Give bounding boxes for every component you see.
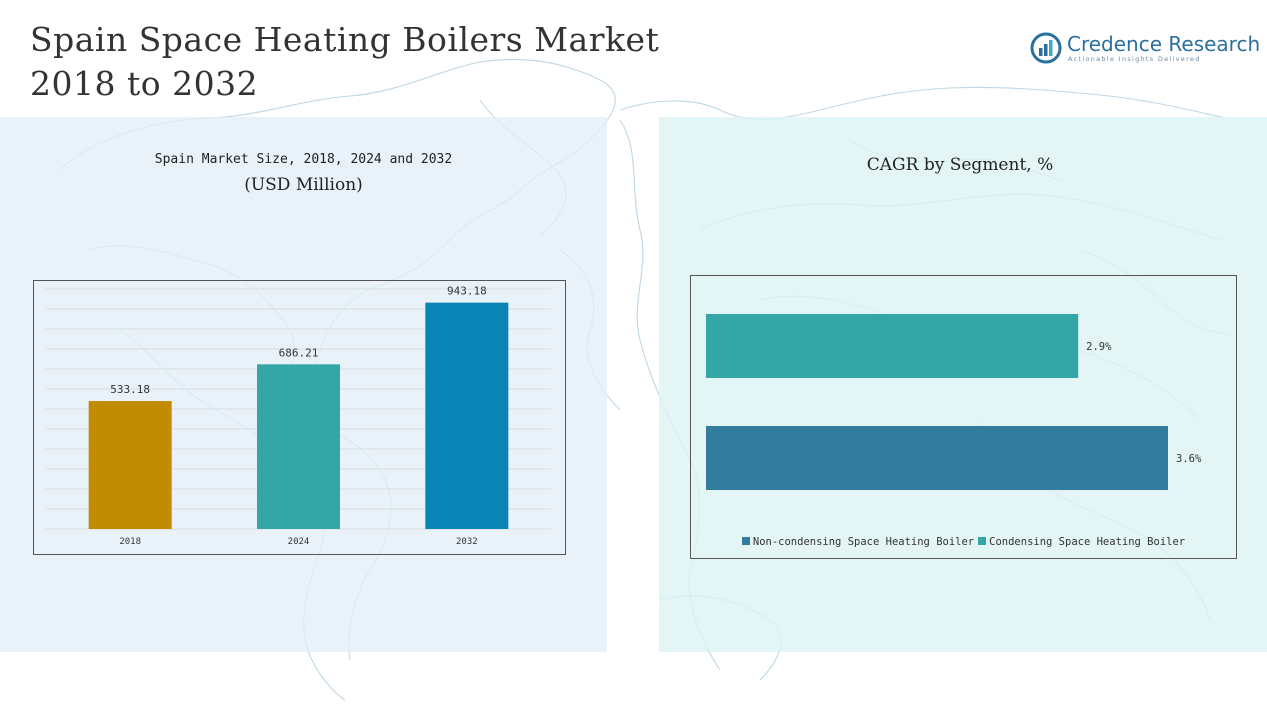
legend-swatch xyxy=(978,537,987,545)
legend-swatch xyxy=(741,537,750,545)
bar-2024 xyxy=(257,364,340,529)
legend-label: Non-condensing Space Heating Boiler xyxy=(752,536,975,548)
x-tick-2024: 2024 xyxy=(288,537,310,547)
cagr-data-label-2: 3.6% xyxy=(1176,453,1202,465)
market-size-bar-chart: 533.18 2018 686.21 2024 943.18 2032 xyxy=(33,280,566,555)
page-title-line1: Spain Space Heating Boilers Market xyxy=(30,20,660,59)
data-label-2018: 533.18 xyxy=(110,383,150,396)
legend-item-1[interactable]: Non-condensing Space Heating Boiler xyxy=(741,536,975,548)
cagr-legend: Non-condensing Space Heating Boiler Conde… xyxy=(691,536,1236,548)
cagr-horizontal-bar-chart: 2.9% 3.6% Non-condensing Space Heating Bo… xyxy=(690,275,1237,559)
bar-chart-logo-icon xyxy=(1030,32,1062,64)
data-label-2024: 686.21 xyxy=(279,346,319,359)
market-size-unit: (USD Million) xyxy=(244,175,363,195)
cagr-panel xyxy=(659,117,1267,652)
cagr-bar-svg: 2.9% 3.6% xyxy=(706,314,1202,490)
page-title: Spain Space Heating Boilers Market 2018 … xyxy=(30,18,659,106)
x-tick-2032: 2032 xyxy=(456,537,478,547)
cagr-chart-title: CAGR by Segment, % xyxy=(866,155,1054,175)
cagr-bar-1 xyxy=(706,314,1079,378)
market-size-bar-svg: 533.18 2018 686.21 2024 943.18 2032 xyxy=(46,285,551,547)
cagr-bar-2 xyxy=(706,426,1168,490)
cagr-data-label-1: 2.9% xyxy=(1086,341,1112,353)
page-title-line2: 2018 to 2032 xyxy=(30,64,259,103)
data-label-2032: 943.18 xyxy=(447,285,487,298)
bar-2032 xyxy=(425,302,509,529)
legend-label: Condensing Space Heating Boiler xyxy=(989,536,1186,548)
logo-name: Credence Research xyxy=(1067,32,1261,56)
logo-tagline: Actionable Insights Delivered xyxy=(1068,55,1201,63)
legend-item-2[interactable]: Condensing Space Heating Boiler xyxy=(978,536,1185,548)
market-size-chart-title: Spain Market Size, 2018, 2024 and 2032 xyxy=(154,152,453,167)
company-logo[interactable]: Credence Research Actionable Insights De… xyxy=(1030,30,1260,66)
x-tick-2018: 2018 xyxy=(119,537,141,547)
bar-2018 xyxy=(88,401,172,529)
